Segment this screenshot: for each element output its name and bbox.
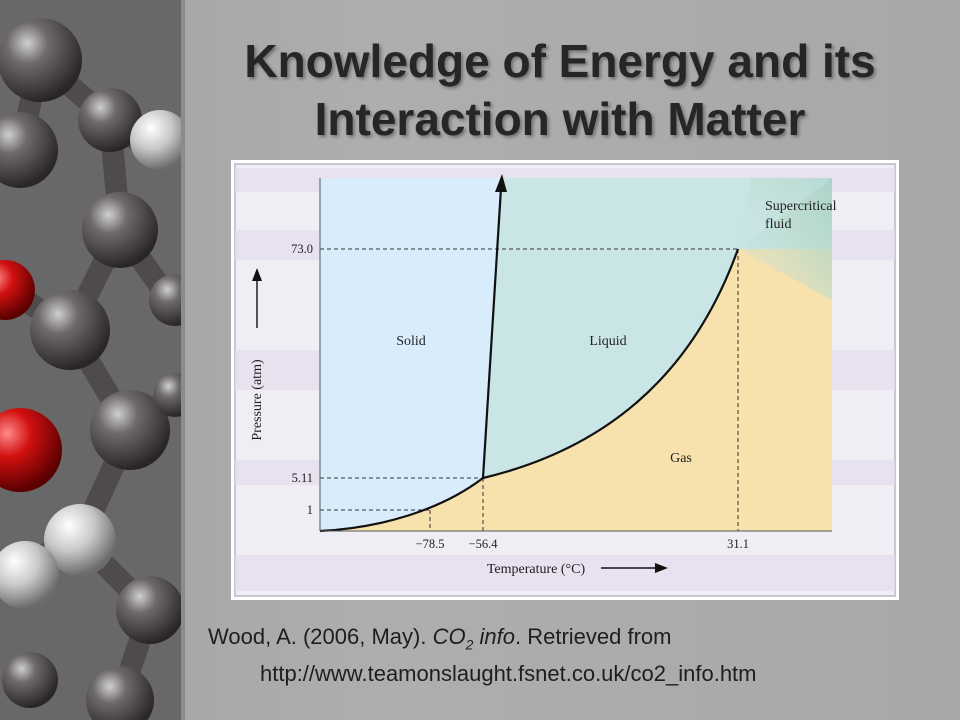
melting-curve-arrowhead: [495, 174, 507, 192]
citation-title-subscript: 2: [465, 636, 474, 653]
y-tick-label-73: 73.0: [291, 242, 313, 256]
sublimation-curve: [319, 477, 484, 533]
guide-lines: [320, 248, 739, 531]
y-axis-label: Pressure (atm): [250, 359, 265, 441]
slide-title-line-1: Knowledge of Energy and its: [244, 35, 876, 87]
solid-label: Solid: [396, 334, 426, 349]
y-tick-label-5-11: 5.11: [292, 471, 313, 485]
molecule-model-image: [0, 0, 185, 720]
x-axis-label-arrowhead: [655, 563, 668, 573]
citation-title-prefix: CO: [432, 624, 466, 649]
phase-diagram-frame: Solid Liquid Gas Supercritical fluid 73.…: [231, 160, 899, 600]
liquid-region: [483, 178, 832, 478]
slide-title-line-2: Interaction with Matter: [314, 93, 806, 145]
slide-title: Knowledge of Energy and its Interaction …: [190, 32, 930, 148]
citation-retrieved: . Retrieved from: [514, 624, 672, 649]
supercritical-label-line-2: fluid: [765, 217, 791, 232]
supercritical-region: [738, 178, 832, 300]
phase-diagram: Solid Liquid Gas Supercritical fluid 73.…: [234, 163, 896, 597]
background-band: [235, 555, 895, 591]
citation-url[interactable]: http://www.teamonslaught.fsnet.co.uk/co2…: [260, 661, 757, 687]
citation-title: CO2 info: [432, 624, 515, 653]
vaporization-curve: [482, 248, 740, 480]
liquid-label: Liquid: [589, 334, 626, 349]
citation-author: Wood, A. (2006, May).: [208, 624, 433, 649]
x-tick-label-31: 31.1: [727, 537, 749, 551]
x-tick-label-minus-78: −78.5: [416, 537, 445, 551]
citation-title-suffix: info: [473, 624, 515, 649]
citation: Wood, A. (2006, May). CO2 info. Retrieve…: [208, 622, 757, 689]
x-axis-label: Temperature (°C): [487, 562, 586, 577]
x-tick-label-minus-56: −56.4: [469, 537, 499, 551]
supercritical-label-line-1: Supercritical: [765, 199, 837, 214]
y-tick-label-1: 1: [307, 503, 313, 517]
y-axis-label-arrowhead: [252, 268, 262, 281]
gas-label: Gas: [670, 451, 692, 466]
gas-region: [320, 249, 832, 531]
melting-curve: [481, 187, 503, 479]
supercritical-region-upper: [738, 178, 832, 249]
